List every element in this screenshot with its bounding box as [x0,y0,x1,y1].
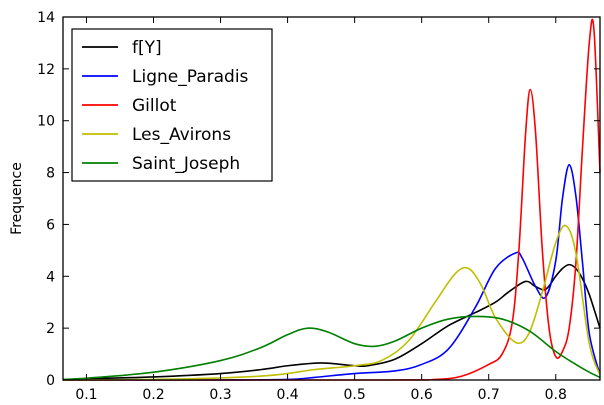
y-tick-label: 8 [46,166,55,182]
series-line-saint-joseph [62,315,601,381]
legend-label: Gillot [132,96,177,116]
y-tick-label: 4 [46,269,55,285]
series-line-les-avirons [62,224,601,381]
y-tick-label: 0 [46,373,55,389]
series-line-gillot [62,18,601,381]
legend-label: f[Y] [132,38,162,58]
x-tick-label: 0.6 [411,387,433,403]
x-tick-label: 0.2 [142,387,164,403]
y-tick-label: 10 [37,114,55,130]
x-tick-label: 0.1 [75,387,97,403]
x-axis: 0.1 0.2 0.3 0.4 0.5 0.6 0.7 0.8 [75,17,567,403]
legend-label: Les_Avirons [132,125,231,145]
series-lines [62,18,601,381]
x-tick-label: 0.7 [478,387,500,403]
x-tick-label: 0.8 [545,387,567,403]
y-axis-title: Frequence [9,162,25,235]
series-line-f-y [62,263,601,381]
x-tick-label: 0.3 [209,387,231,403]
y-tick-label: 12 [37,62,55,78]
y-tick-label: 6 [46,217,55,233]
plot-frame [62,16,601,381]
x-tick-label: 0.5 [343,387,365,403]
y-axis: 0 2 4 6 8 10 12 14 [37,10,600,389]
series-line-ligne-paradis [62,163,601,381]
y-tick-label: 2 [46,321,55,337]
x-tick-label: 0.4 [276,387,298,403]
legend-label: Saint_Joseph [132,154,240,174]
legend: f[Y] Ligne_Paradis Gillot Les_Avirons Saint_… [71,28,273,182]
y-axis-label: Frequence [9,162,25,235]
y-tick-label: 14 [37,10,55,26]
legend-label: Ligne_Paradis [132,67,249,87]
